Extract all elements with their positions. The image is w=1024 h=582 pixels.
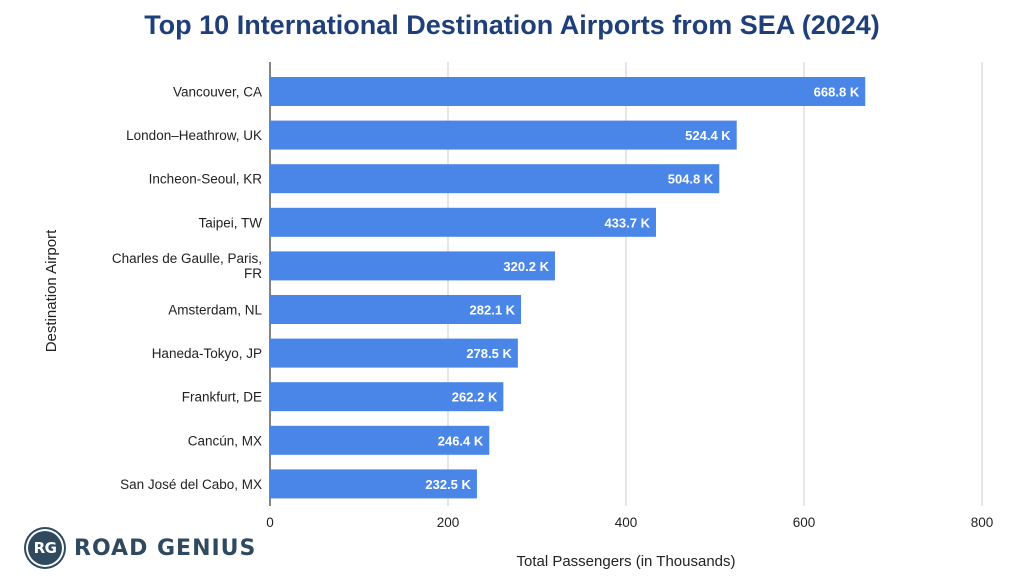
x-axis-title: Total Passengers (in Thousands) [516,553,735,570]
x-tick-label: 800 [971,515,994,530]
category-label: Incheon-Seoul, KR [149,172,263,187]
bar [270,164,720,194]
bar [270,382,504,412]
bar [270,469,477,499]
category-label: Amsterdam, NL [168,303,262,318]
bar-data-label: 524.4 K [685,128,731,143]
bar-data-label: 282.1 K [470,303,516,318]
bar-data-label: 246.4 K [438,433,484,448]
road-genius-logo: RG ROAD GENIUS [26,528,256,568]
y-axis-title: Destination Airport [43,229,60,352]
bar-data-label: 433.7 K [604,215,650,230]
x-tick-labels: 0 200 400 600 800 [266,515,993,530]
logo-wordmark: ROAD GENIUS [74,535,257,561]
category-label: Frankfurt, DE [182,390,262,405]
x-tick-label: 400 [615,515,638,530]
category-label: Vancouver, CA [173,85,262,100]
category-labels: Vancouver, CA London–Heathrow, UK Incheon-… [112,85,263,492]
bar-data-label: 504.8 K [668,172,714,187]
bar [270,295,522,324]
bar-data-label: 668.8 K [814,85,860,100]
bar-data-label: 278.5 K [466,346,512,361]
bar-data-label: 262.2 K [452,390,498,405]
category-label: Charles de Gaulle, Paris, FR [112,251,262,281]
category-label: London–Heathrow, UK [126,128,262,143]
bar [270,77,866,106]
category-label: San José del Cabo, MX [120,477,262,492]
x-tick-label: 600 [793,515,816,530]
chart-title: Top 10 International Destination Airport… [144,10,880,40]
bar [270,120,737,150]
bar [270,207,656,237]
bar-data-label: 320.2 K [503,259,549,274]
bar [270,251,555,281]
x-tick-label: 0 [266,515,274,530]
x-tick-label: 200 [437,515,460,530]
category-label: Taipei, TW [198,215,262,230]
category-label: Haneda-Tokyo, JP [152,346,262,361]
bar-data-label: 232.5 K [425,477,471,492]
logo-badge: RG [26,529,64,567]
bars: 668.8 K 524.4 K 504.8 K 433.7 K 320.2 K 282.1… [270,77,866,499]
bar [270,338,518,368]
category-label: Cancún, MX [188,433,262,448]
bar [270,425,490,455]
